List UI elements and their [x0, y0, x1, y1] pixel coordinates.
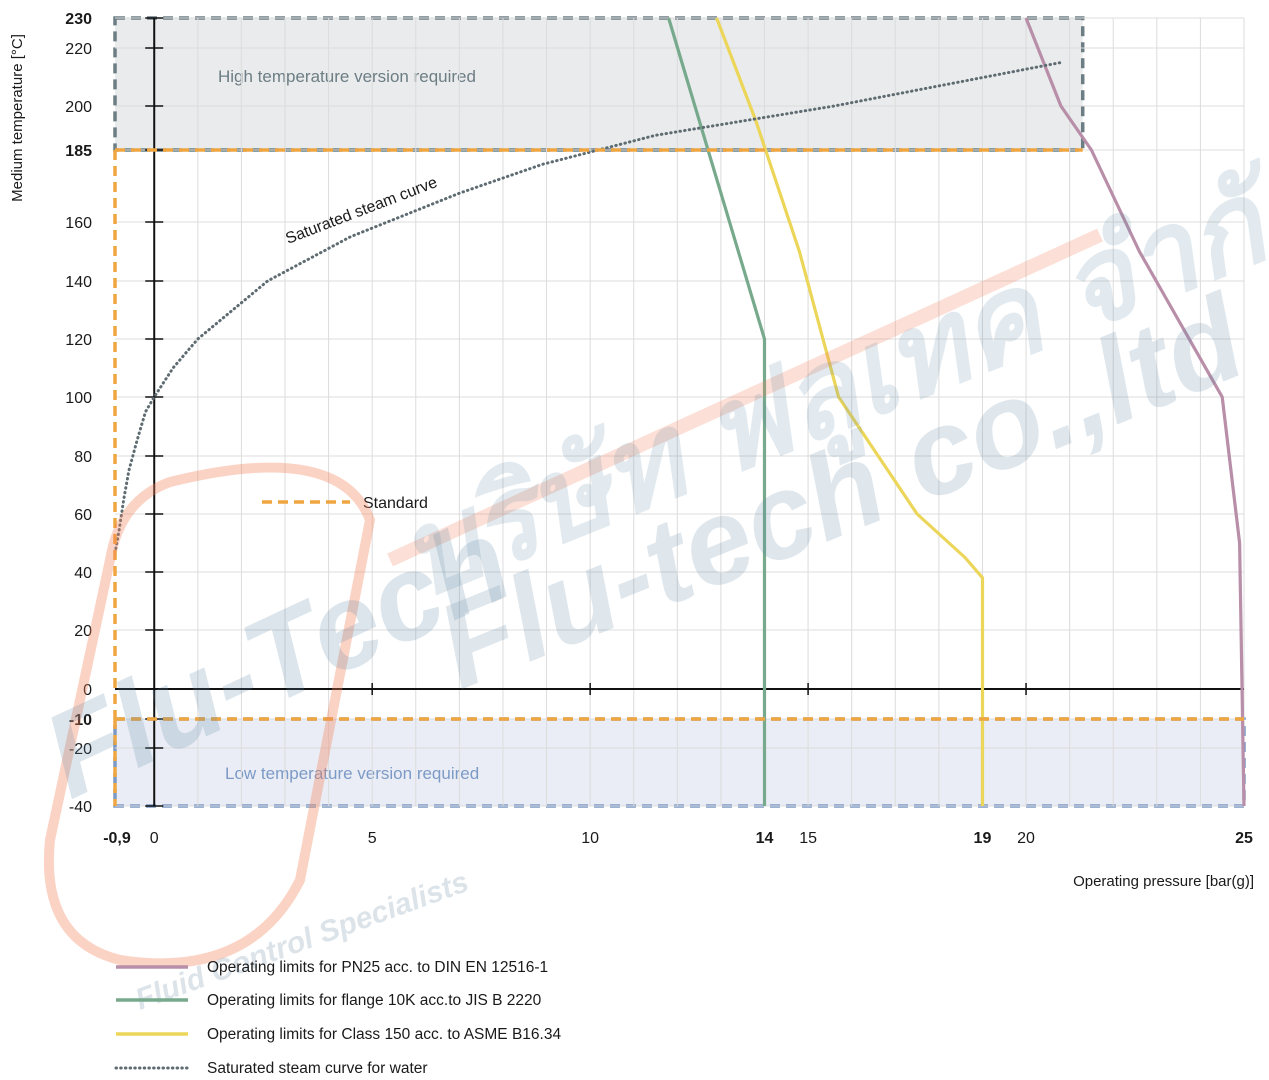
- x-tick-label: 20: [1017, 830, 1035, 847]
- x-tick-label: 25: [1235, 830, 1253, 847]
- x-tick-label: 5: [368, 830, 377, 847]
- series-line-1: [667, 17, 767, 806]
- y-tick-label: 100: [65, 390, 92, 407]
- legend: Operating limits for PN25 acc. to DIN EN…: [114, 959, 561, 1077]
- watermark-logo-frame: [43, 462, 376, 969]
- x-tick-label: 19: [974, 830, 992, 847]
- x-tick-label: -0,9: [103, 830, 131, 847]
- region-low: [115, 719, 1244, 806]
- y-tick-label: 120: [65, 332, 92, 349]
- y-tick-label: 185: [65, 143, 92, 160]
- region-high: [115, 18, 1083, 150]
- x-tick-label: 0: [150, 830, 159, 847]
- series-line-2: [715, 17, 985, 806]
- legend-label-pn25: Operating limits for PN25 acc. to DIN EN…: [207, 959, 548, 976]
- y-tick-label: 160: [65, 215, 92, 232]
- legend-label-jis: Operating limits for flange 10K acc.to J…: [207, 992, 542, 1009]
- tick-labels-layer: -0,9 0 5 10 14 15 19 20 252302202001851601401201…: [65, 11, 1253, 847]
- watermark-stripe: [387, 228, 1103, 567]
- region-label-low: Low temperature version required: [225, 764, 479, 783]
- y-tick-label: 220: [65, 41, 92, 58]
- y-tick-label: 0: [83, 682, 92, 699]
- standard-boundary-layer: Standard: [113, 148, 1244, 806]
- y-tick-label: 230: [65, 11, 92, 28]
- standard-label: Standard: [363, 495, 428, 512]
- x-tick-label: 14: [756, 830, 774, 847]
- y-tick-label: 40: [74, 565, 92, 582]
- y-tick-label: 200: [65, 99, 92, 116]
- x-tick-label: 15: [799, 830, 817, 847]
- y-tick-label: -20: [69, 741, 92, 758]
- y-axis-title: Medium temperature [°C]: [9, 34, 26, 202]
- x-tick-label: 10: [581, 830, 599, 847]
- region-label-high: High temperature version required: [218, 67, 476, 86]
- x-axis-title: Operating pressure [bar(g)]: [1073, 873, 1254, 890]
- legend-label-asme: Operating limits for Class 150 acc. to A…: [207, 1026, 561, 1043]
- y-tick-label: 80: [74, 449, 92, 466]
- legend-label-steam: Saturated steam curve for water: [207, 1060, 428, 1077]
- series-line-0: [1024, 17, 1246, 807]
- regions-layer: High temperature version required Low tem…: [113, 16, 1246, 808]
- y-tick-label: -10: [69, 712, 92, 729]
- y-tick-label: 20: [74, 623, 92, 640]
- y-tick-label: 140: [65, 274, 92, 291]
- y-tick-label: -40: [69, 799, 92, 816]
- y-tick-label: 60: [74, 507, 92, 524]
